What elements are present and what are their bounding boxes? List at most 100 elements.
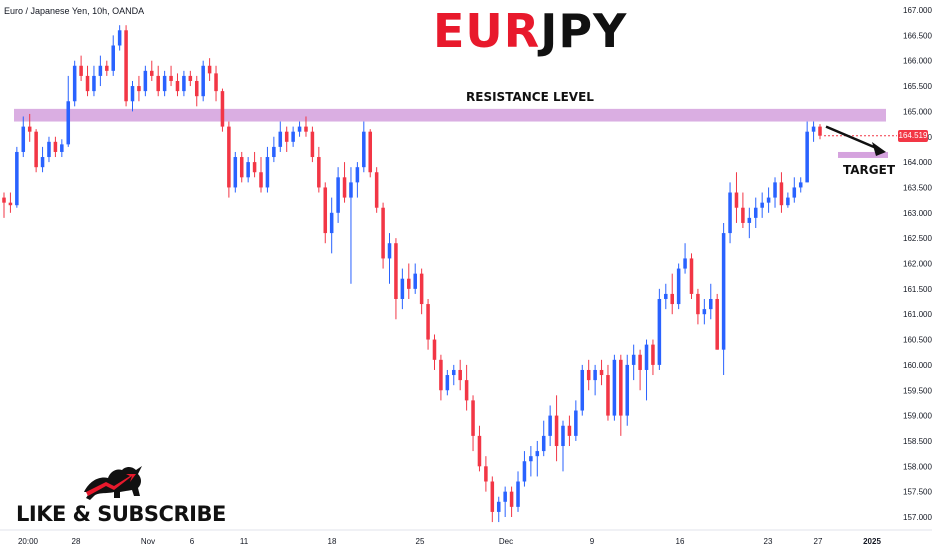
current-price-tag: 164.519 bbox=[898, 130, 928, 142]
x-tick-label: 16 bbox=[676, 537, 685, 546]
candle-body bbox=[252, 162, 257, 173]
y-tick-label: 160.500 bbox=[903, 336, 932, 345]
x-tick-label: 20:00 bbox=[18, 537, 39, 546]
y-tick-label: 158.500 bbox=[903, 437, 932, 446]
candle-body bbox=[484, 466, 488, 482]
candle-body bbox=[599, 369, 604, 376]
candle-body bbox=[291, 131, 295, 142]
candle-body bbox=[143, 70, 148, 92]
candle-body bbox=[689, 258, 694, 294]
candle-body bbox=[130, 86, 135, 102]
target-label: TARGET bbox=[843, 163, 896, 177]
candle-body bbox=[85, 75, 90, 92]
like-subscribe-brand: LIKE & SUBSCRIBE bbox=[14, 462, 226, 532]
candle-body bbox=[471, 400, 475, 436]
candle-body bbox=[349, 182, 353, 198]
candle-body bbox=[554, 415, 559, 447]
y-tick-label: 161.500 bbox=[903, 285, 932, 294]
candle-body bbox=[394, 243, 398, 299]
y-tick-label: 159.000 bbox=[903, 412, 932, 421]
candle-body bbox=[567, 425, 572, 436]
candle-body bbox=[432, 339, 437, 360]
candle-body bbox=[272, 146, 276, 158]
candle-body bbox=[374, 172, 379, 208]
candle-body bbox=[214, 73, 218, 92]
candle-body bbox=[53, 141, 58, 152]
x-tick-label: 18 bbox=[328, 537, 337, 546]
candle-body bbox=[548, 415, 552, 436]
candle-body bbox=[753, 207, 758, 218]
candle-body bbox=[310, 131, 315, 158]
candle-body bbox=[207, 65, 212, 74]
symbol-description: Euro / Japanese Yen, 10h, OANDA bbox=[4, 6, 145, 16]
x-tick-label: 6 bbox=[190, 537, 195, 546]
x-tick-label: 2025 bbox=[863, 537, 881, 546]
candle-body bbox=[156, 75, 160, 92]
candle-body bbox=[766, 197, 771, 203]
candle-body bbox=[439, 359, 443, 391]
candle-body bbox=[40, 157, 45, 168]
candle-body bbox=[381, 207, 385, 259]
candle-body bbox=[734, 192, 739, 208]
candle-body bbox=[657, 298, 662, 365]
candle-body bbox=[239, 157, 244, 178]
candle-body bbox=[368, 131, 373, 173]
y-tick-label: 163.000 bbox=[903, 209, 932, 218]
candle-body bbox=[606, 375, 610, 416]
x-tick-label: 27 bbox=[814, 537, 823, 546]
candle-body bbox=[8, 202, 13, 206]
candle-body bbox=[2, 197, 6, 203]
x-tick-label: 23 bbox=[764, 537, 773, 546]
candle-body bbox=[27, 126, 32, 132]
y-tick-label: 165.000 bbox=[903, 107, 932, 116]
candle-body bbox=[162, 75, 167, 92]
candle-body bbox=[779, 182, 784, 206]
candle-body bbox=[98, 65, 103, 76]
candle-body bbox=[60, 144, 64, 152]
candle-body bbox=[503, 491, 507, 502]
candle-body bbox=[47, 141, 51, 158]
candle-body bbox=[304, 126, 308, 132]
candle-body bbox=[818, 126, 822, 136]
candle-body bbox=[284, 131, 289, 142]
candle-body bbox=[798, 182, 803, 188]
candle-body bbox=[696, 293, 700, 315]
candle-body bbox=[15, 151, 19, 206]
candle-body bbox=[760, 202, 764, 208]
candle-body bbox=[317, 157, 321, 188]
candle-body bbox=[644, 344, 649, 370]
candle-body bbox=[34, 131, 38, 168]
candle-body bbox=[612, 359, 617, 416]
candle-body bbox=[529, 456, 533, 462]
candle-body bbox=[593, 369, 597, 381]
candle-body bbox=[728, 192, 732, 234]
candle-body bbox=[407, 278, 411, 289]
candle-body bbox=[811, 126, 816, 132]
title-part-eur: EUR bbox=[433, 4, 541, 58]
candle-body bbox=[773, 182, 777, 198]
candle-body bbox=[445, 375, 450, 391]
y-tick-label: 160.000 bbox=[903, 361, 932, 370]
candle-body bbox=[169, 75, 173, 81]
candle-body bbox=[786, 197, 790, 206]
candle-body bbox=[413, 273, 417, 289]
candle-body bbox=[715, 298, 719, 350]
y-tick-label: 159.500 bbox=[903, 386, 932, 395]
candle-body bbox=[400, 278, 405, 299]
candle-body bbox=[509, 491, 514, 507]
candle-body bbox=[21, 126, 26, 152]
x-tick-label: Nov bbox=[141, 537, 155, 546]
candle-body bbox=[638, 354, 642, 370]
candle-body bbox=[535, 451, 540, 457]
candle-body bbox=[246, 162, 250, 178]
candle-body bbox=[721, 233, 726, 350]
candle-body bbox=[477, 435, 482, 467]
title-part-jpy: JPY bbox=[540, 4, 628, 58]
candle-body bbox=[741, 207, 745, 223]
y-tick-label: 157.500 bbox=[903, 488, 932, 497]
candle-body bbox=[496, 501, 501, 512]
candle-body bbox=[329, 212, 334, 234]
candle-body bbox=[631, 354, 636, 365]
